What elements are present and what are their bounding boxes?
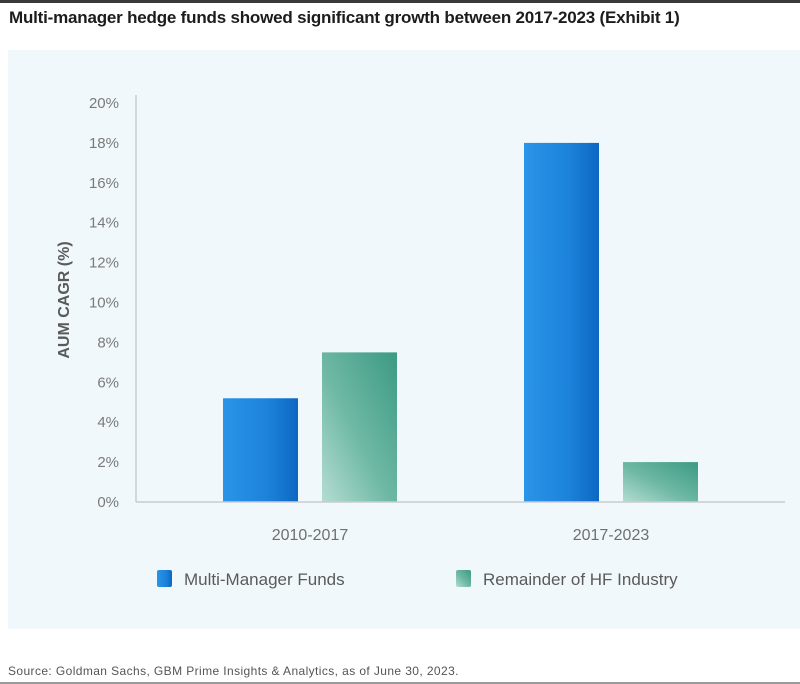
legend-label: Multi-Manager Funds — [184, 570, 345, 589]
y-tick-label: 10% — [89, 295, 119, 312]
x-axis: 2010-2017 2017-2023 — [136, 501, 785, 544]
legend: Multi-Manager Funds Remainder of HF Indus… — [157, 570, 678, 589]
bar-remainder-2017-2023 — [623, 462, 698, 502]
y-tick-label: 14% — [89, 215, 119, 232]
y-tick-label: 12% — [89, 255, 119, 272]
legend-swatch — [456, 570, 471, 587]
y-tick-label: 0% — [97, 494, 119, 511]
bar-multi-manager-2017-2023 — [524, 142, 599, 502]
legend-label: Remainder of HF Industry — [483, 570, 678, 589]
y-tick-label: 2% — [97, 454, 119, 471]
source-note: Source: Goldman Sachs, GBM Prime Insight… — [8, 664, 459, 678]
x-tick-label: 2010-2017 — [272, 527, 349, 544]
y-axis: 0% 2% 4% 6% 8% 10% 12% 14% 16% 18% 20% — [89, 95, 137, 511]
legend-item: Remainder of HF Industry — [456, 570, 678, 589]
y-tick-label: 8% — [97, 334, 119, 351]
y-tick-label: 4% — [97, 414, 119, 431]
legend-swatch — [157, 570, 172, 587]
bar-multi-manager-2010-2017 — [223, 398, 298, 502]
y-tick-label: 16% — [89, 175, 119, 192]
chart-title: Multi-manager hedge funds showed signifi… — [9, 8, 680, 27]
legend-item: Multi-Manager Funds — [157, 570, 345, 589]
chart-panel — [8, 50, 800, 629]
y-tick-label: 20% — [89, 95, 119, 112]
y-tick-label: 18% — [89, 135, 119, 152]
y-axis-label: AUM CAGR (%) — [56, 241, 73, 358]
bars — [223, 142, 698, 502]
top-border — [0, 0, 800, 3]
x-tick-label: 2017-2023 — [573, 527, 650, 544]
bar-remainder-2010-2017 — [322, 352, 397, 502]
y-tick-label: 6% — [97, 374, 119, 391]
bottom-border — [0, 682, 800, 684]
